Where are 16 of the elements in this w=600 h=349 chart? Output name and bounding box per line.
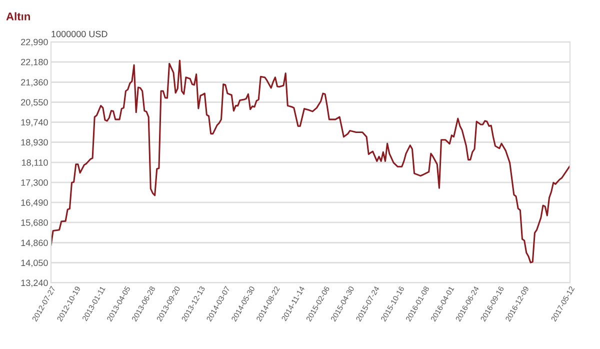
y-tick-label: 21,360 bbox=[21, 79, 48, 87]
y-tick-label: 20,550 bbox=[21, 99, 48, 107]
y-tick-label: 13,240 bbox=[21, 280, 48, 288]
y-tick-label: 16,490 bbox=[21, 199, 48, 207]
y-tick-label: 22,180 bbox=[21, 58, 48, 66]
y-tick-label: 17,300 bbox=[21, 179, 48, 187]
chart-title: Altın bbox=[6, 12, 30, 20]
y-tick-label: 18,110 bbox=[22, 159, 48, 167]
y-tick-label: 14,050 bbox=[21, 260, 48, 268]
y-tick-label: 19,740 bbox=[21, 119, 48, 127]
y-tick-label: 18,930 bbox=[21, 139, 48, 147]
y-tick-label: 22,990 bbox=[21, 38, 48, 46]
line-series bbox=[51, 60, 570, 264]
y-tick-label: 14,860 bbox=[21, 240, 48, 248]
y-tick-label: 15,680 bbox=[21, 219, 48, 227]
y-axis-title: 1000000 USD bbox=[52, 30, 108, 38]
